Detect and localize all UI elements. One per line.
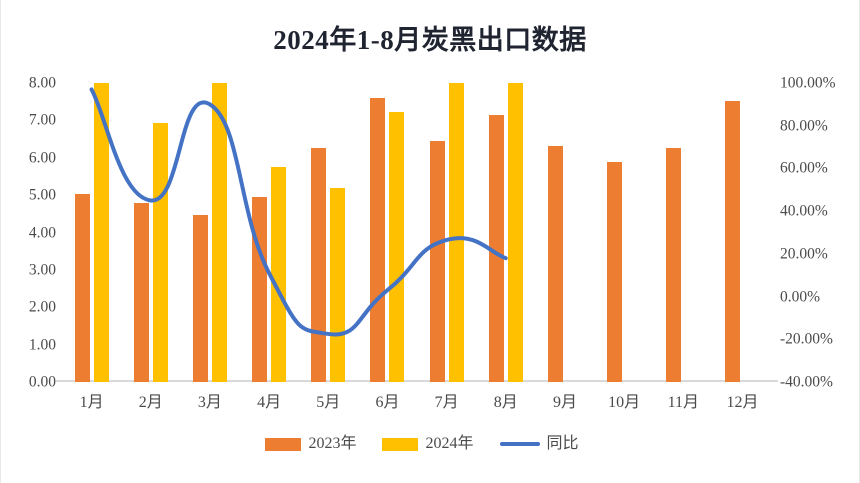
- bar-2月-2024年: [152, 123, 168, 382]
- y-left-tick: 8.00: [28, 74, 56, 92]
- bar-6月-2023年: [370, 97, 386, 382]
- y-right-tick: 80.00%: [780, 116, 828, 134]
- bars-layer: [62, 83, 772, 382]
- legend-label: 2023年: [308, 435, 357, 452]
- x-axis-tick: 6月: [375, 394, 400, 411]
- x-axis-tick: 7月: [434, 394, 459, 411]
- x-axis-tick: 11月: [667, 394, 700, 411]
- legend-swatch-icon: [382, 437, 419, 451]
- legend-item-2024年[interactable]: 2024年: [382, 435, 474, 452]
- bar-1月-2023年: [74, 194, 90, 382]
- y-axis-left: 0.00 1.00 2.00 3.00 4.00 5.00 6.00 7.00 8.00: [10, 75, 56, 389]
- x-axis-line: [56, 380, 778, 382]
- bar-2月-2023年: [133, 202, 149, 382]
- bar-4月-2023年: [252, 197, 268, 382]
- bar-8月-2023年: [488, 115, 504, 382]
- y-left-tick: 1.00: [28, 335, 56, 353]
- y-right-tick: 60.00%: [780, 159, 828, 177]
- y-left-tick: 2.00: [28, 298, 56, 316]
- legend-swatch-icon: [265, 437, 302, 451]
- y-axis-right: -40.00% -20.00% 0.00% 20.00% 40.00% 60.00% 80.…: [780, 75, 856, 389]
- bar-9月-2023年: [547, 146, 563, 382]
- x-axis-tick: 8月: [493, 394, 518, 411]
- legend-label: 2024年: [425, 435, 474, 452]
- bar-12月-2023年: [725, 100, 741, 382]
- y-right-tick: 20.00%: [780, 245, 828, 263]
- y-left-tick: 4.00: [28, 223, 56, 241]
- x-axis-tick: 10月: [608, 394, 641, 411]
- y-left-tick: 3.00: [28, 261, 56, 279]
- bar-7月-2023年: [429, 140, 445, 382]
- chart-title: 2024年1-8月炭黑出口数据: [273, 25, 587, 55]
- legend-line-icon: [499, 442, 540, 446]
- bar-5月-2024年: [330, 187, 346, 382]
- x-axis-tick: 5月: [316, 394, 341, 411]
- bar-5月-2023年: [311, 148, 327, 382]
- y-left-tick: 0.00: [28, 373, 56, 391]
- y-right-tick: -20.00%: [780, 330, 833, 348]
- y-right-tick: 0.00%: [780, 287, 821, 305]
- y-right-tick: -40.00%: [780, 373, 833, 391]
- x-axis-tick: 12月: [726, 394, 759, 411]
- x-axis-tick: 3月: [197, 394, 222, 411]
- y-left-tick: 7.00: [28, 111, 56, 129]
- bar-6月-2024年: [389, 112, 405, 382]
- legend-item-2023年[interactable]: 2023年: [265, 436, 356, 452]
- x-axis-tick: 1月: [79, 394, 104, 411]
- bar-1月-2024年: [93, 83, 109, 382]
- y-left-tick: 5.00: [28, 186, 56, 204]
- x-axis-tick: 9月: [552, 394, 577, 411]
- bar-3月-2024年: [211, 83, 227, 382]
- bar-7月-2024年: [448, 83, 464, 382]
- x-axis-labels: 1月 2月 3月 4月 5月 6月 7月 8月 9月 10月 11月 12月: [62, 390, 772, 418]
- bar-11月-2023年: [666, 148, 682, 382]
- y-left-tick: 6.00: [28, 149, 56, 166]
- y-right-tick: 100.00%: [780, 74, 836, 92]
- y-right-tick: 40.00%: [780, 202, 828, 220]
- legend-item-同比[interactable]: 同比: [499, 435, 579, 452]
- chart-legend: 2023年 2024年 同比: [0, 436, 860, 452]
- legend-label: 同比: [546, 435, 579, 452]
- x-axis-tick: 4月: [257, 394, 282, 411]
- bar-8月-2024年: [507, 83, 523, 382]
- x-axis-tick: 2月: [138, 394, 163, 411]
- bar-4月-2024年: [271, 166, 287, 382]
- bar-10月-2023年: [607, 162, 623, 382]
- bar-3月-2023年: [192, 214, 208, 382]
